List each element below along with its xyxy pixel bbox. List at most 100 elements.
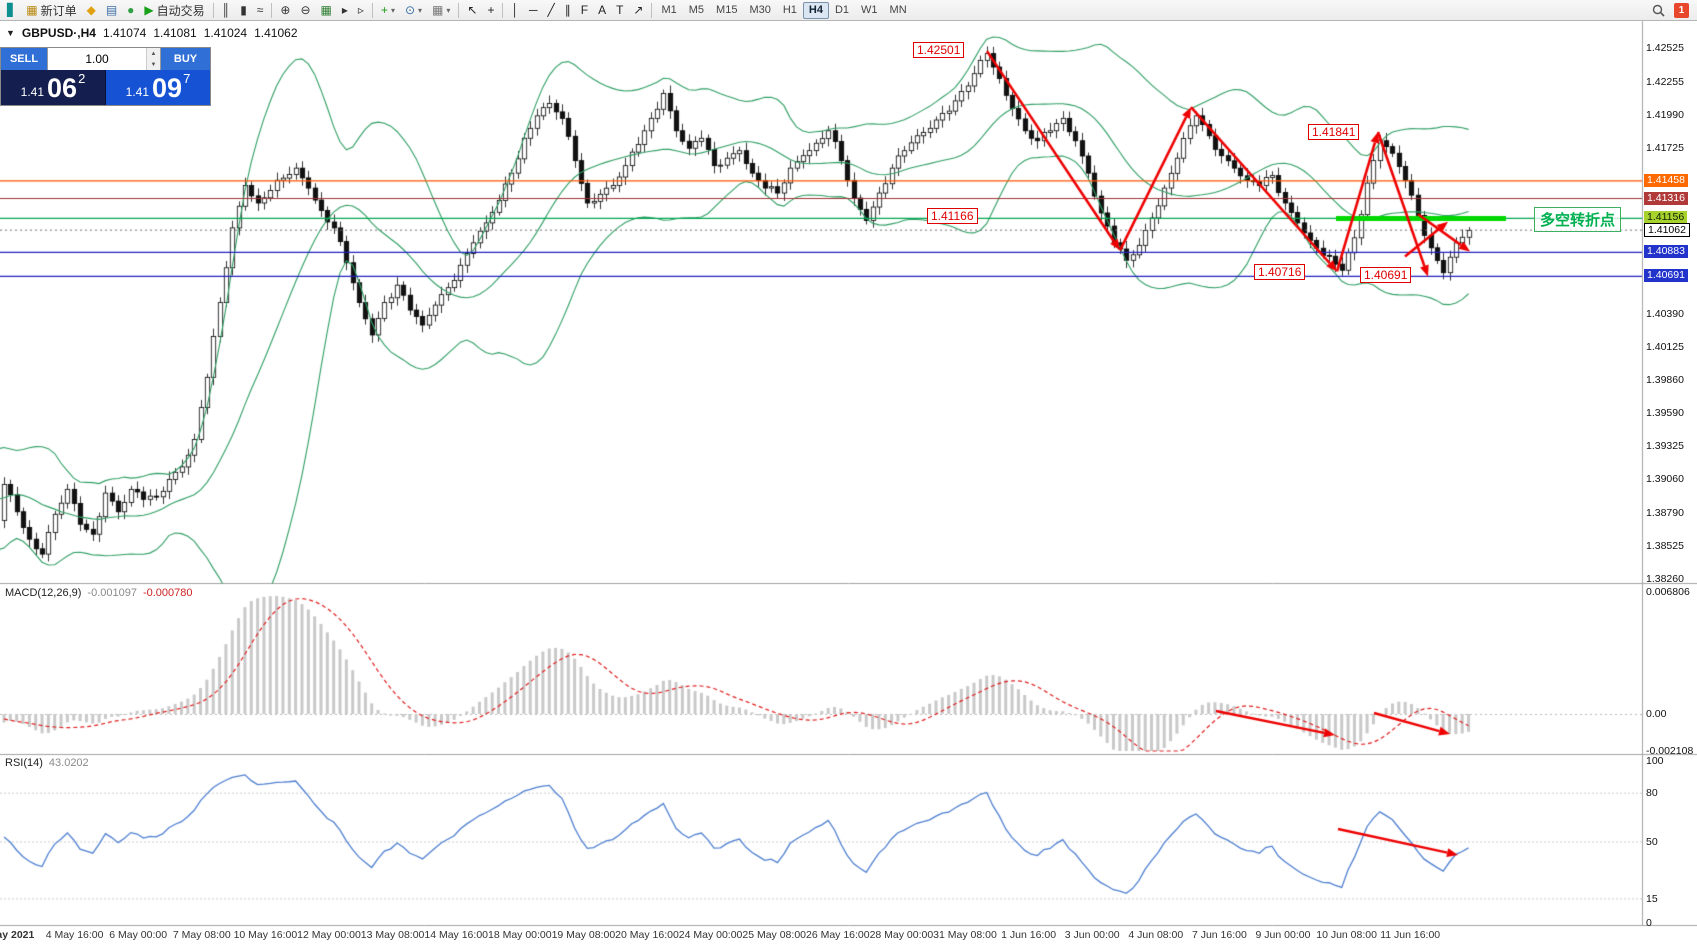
time-axis-label: 7 May 08:00	[172, 929, 231, 941]
caret-down-icon: ▾	[390, 5, 395, 15]
turning-point-annotation: 多空转折点	[1534, 207, 1622, 232]
cursor-icon[interactable]: ↖	[462, 1, 482, 19]
toolbar-separator	[271, 2, 273, 18]
templates-glyph: ▦	[432, 3, 444, 17]
time-axis-label: 10 May 16:00	[233, 929, 298, 941]
ohlc-low: 1.41024	[203, 26, 248, 40]
trendline-icon[interactable]: ╱	[542, 1, 559, 19]
sell-button[interactable]: SELL	[1, 48, 47, 70]
price-axis-label: 1.41990	[1646, 108, 1684, 121]
price-callout: 1.40716	[1254, 264, 1306, 281]
crosshair-icon-glyph: +	[487, 3, 495, 17]
price-level-badge: 1.40691	[1644, 269, 1688, 283]
crosshair-icon[interactable]: +	[482, 1, 499, 19]
indicators-glyph: +	[380, 3, 388, 17]
time-axis-label: 12 May 00:00	[297, 929, 361, 941]
time-axis-label: 3 Jun 00:00	[1064, 929, 1120, 941]
periods-glyph: ⊙	[404, 3, 416, 17]
fibonacci-icon[interactable]: F	[576, 1, 593, 19]
time-axis-label: 28 May 00:00	[869, 929, 934, 941]
sell-price-pip: 2	[78, 71, 86, 86]
timeframe-button-m15[interactable]: M15	[710, 2, 743, 19]
zoom-in-icon[interactable]: ⊕	[275, 1, 295, 19]
bars-chart-icon[interactable]: ║	[217, 1, 236, 19]
timeframe-button-h1[interactable]: H1	[777, 2, 803, 19]
price-axis-label: 1.41725	[1646, 141, 1684, 154]
equidistant-channel-icon[interactable]: ∥	[560, 1, 576, 19]
buy-button[interactable]: BUY	[161, 48, 210, 70]
zoom-in-icon-glyph: ⊕	[280, 3, 291, 17]
arrows-tool-icon-glyph: ↗	[633, 3, 644, 17]
price-axis-label: 1.39590	[1646, 407, 1684, 420]
fibonacci-icon-glyph: F	[580, 3, 589, 17]
horizontal-line-icon[interactable]: ─	[524, 1, 543, 19]
price-axis-label: 1.38525	[1646, 540, 1684, 552]
indicators-button[interactable]: + ▾	[376, 1, 400, 19]
timeframe-button-m1[interactable]: M1	[655, 2, 682, 19]
timeframe-button-m30[interactable]: M30	[743, 2, 776, 19]
timeframe-button-d1[interactable]: D1	[829, 2, 855, 19]
tile-windows-icon[interactable]: ▦	[316, 1, 337, 19]
current-price-badge: 1.41062	[1644, 223, 1690, 238]
zoom-out-icon-glyph: ⊖	[300, 3, 311, 17]
line-chart-icon[interactable]: ≈	[252, 1, 269, 19]
volume-input[interactable]	[48, 48, 146, 70]
autotrading-glyph: ▶	[144, 3, 154, 17]
volume-down-button[interactable]: ▼	[147, 59, 160, 70]
candles-chart-icon[interactable]: ▮	[235, 1, 252, 19]
one-click-toggle-icon[interactable]: ▼	[6, 28, 15, 38]
time-axis-label: 25 May 08:00	[742, 929, 807, 941]
time-axis-label: 10 Jun 08:00	[1316, 929, 1377, 941]
price-level-badge: 1.41316	[1644, 191, 1688, 205]
timeframe-button-h4[interactable]: H4	[802, 1, 829, 19]
buy-price-pip: 7	[183, 71, 191, 86]
timeframe-button-m5[interactable]: M5	[683, 2, 710, 19]
timeframe-button-w1[interactable]: W1	[855, 2, 884, 19]
timeframe-button-mn[interactable]: MN	[884, 2, 913, 19]
sell-price-main: 06	[47, 73, 78, 103]
macd-axis-label: -0.002108	[1646, 745, 1694, 757]
time-axis-label: 13 May 08:00	[360, 929, 425, 941]
price-level-badge: 1.41156	[1644, 211, 1688, 225]
auto-scroll-icon[interactable]: ▸	[337, 1, 353, 19]
macd-axis-label: 0.00	[1646, 708, 1667, 720]
time-axis-label: 19 May 08:00	[551, 929, 616, 941]
sell-price-display[interactable]: 1.41 06 2	[1, 70, 105, 105]
ohlc-close: 1.41062	[254, 26, 298, 40]
chart-shift-icon[interactable]: ▹	[353, 1, 369, 19]
text-icon[interactable]: A	[593, 1, 611, 19]
autotrading-button-label: 自动交易	[156, 3, 205, 18]
macd-axis-label: 0.006806	[1646, 586, 1690, 598]
time-axis-label: 14 May 16:00	[424, 929, 489, 941]
volume-up-button[interactable]: ▲	[147, 48, 160, 59]
price-callout: 1.42501	[913, 41, 965, 58]
profiles-icon[interactable]: ▤	[101, 1, 122, 19]
ohlc-high: 1.41081	[153, 26, 197, 40]
notification-badge[interactable]: 1	[1674, 2, 1689, 18]
charts-menu-icon[interactable]: ◆	[82, 1, 101, 19]
new-chart-icon[interactable]: ▋	[2, 1, 21, 19]
periods-button[interactable]: ⊙ ▾	[400, 1, 427, 19]
price-callout: 1.41166	[927, 208, 978, 225]
vertical-line-icon[interactable]: │	[506, 1, 524, 19]
templates-button[interactable]: ▦ ▾	[427, 1, 455, 19]
refresh-icon[interactable]: ●	[122, 1, 139, 19]
price-callout: 1.40691	[1360, 267, 1412, 284]
zoom-out-icon[interactable]: ⊖	[295, 1, 315, 19]
autotrading-button[interactable]: ▶ 自动交易	[139, 1, 209, 19]
time-axis-label: 7 Jun 16:00	[1191, 929, 1247, 941]
one-click-trading-panel: SELL ▲ ▼ BUY 1.41 06 2 1.41 09 7	[0, 47, 211, 106]
price-axis-label: 1.38260	[1646, 573, 1684, 585]
text-label-icon-glyph: T	[616, 3, 624, 17]
buy-price-display[interactable]: 1.41 09 7	[105, 70, 210, 105]
text-label-icon[interactable]: T	[611, 1, 628, 19]
search-icon[interactable]	[1647, 1, 1670, 19]
new-order-glyph: ▦	[26, 3, 38, 17]
arrows-tool-icon[interactable]: ↗	[628, 1, 648, 19]
new-order-button[interactable]: ▦ 新订单	[21, 1, 81, 19]
toolbar-separator	[371, 2, 373, 18]
chart-header: ▼ GBPUSD·,H4 1.41074 1.41081 1.41024 1.4…	[6, 26, 298, 40]
new-order-button-label: 新订单	[40, 3, 77, 18]
